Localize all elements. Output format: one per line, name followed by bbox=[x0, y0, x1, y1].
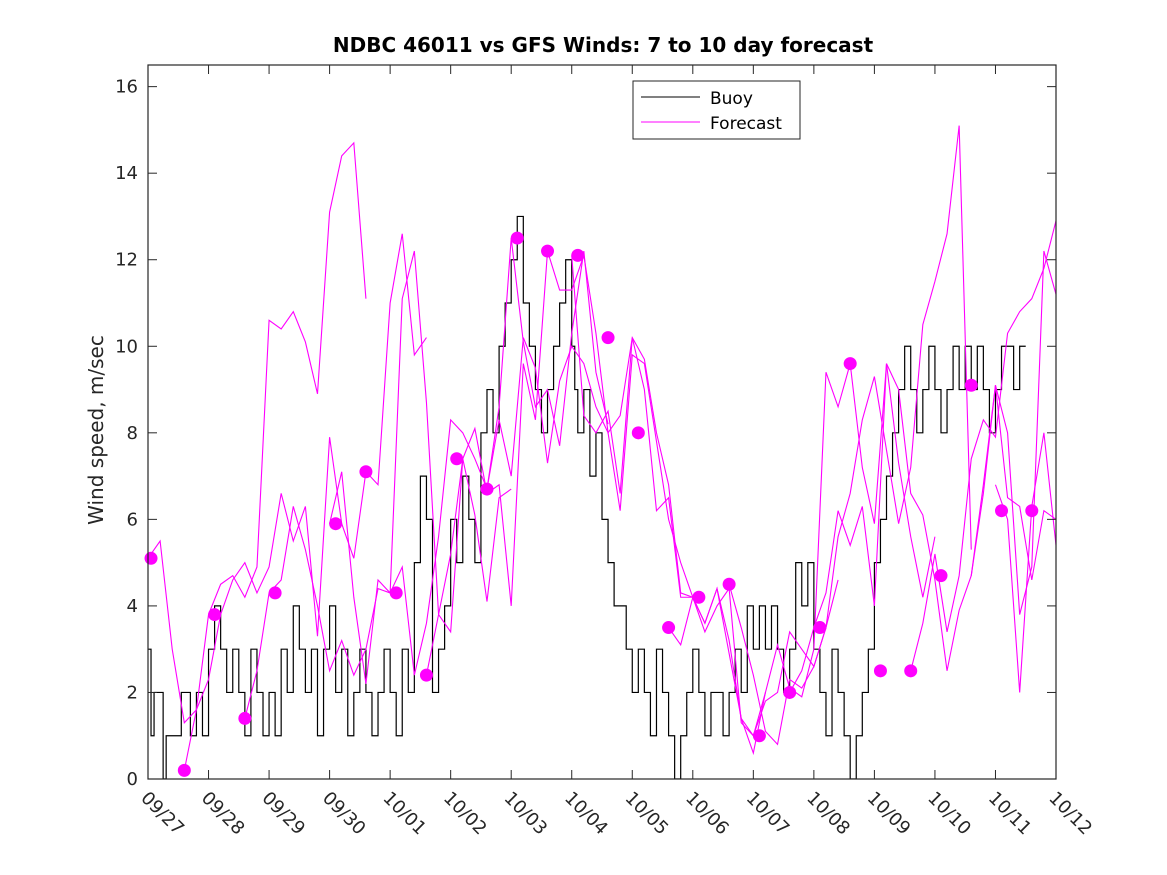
forecast-marker bbox=[843, 357, 857, 371]
y-axis: 0 2 4 6 8 10 12 14 16 bbox=[115, 77, 1056, 790]
y-tick-label: 14 bbox=[115, 163, 138, 184]
forecast-line-3 bbox=[329, 238, 609, 684]
forecast-marker bbox=[480, 482, 494, 496]
y-tick-label: 10 bbox=[115, 336, 138, 357]
axes-box bbox=[147, 64, 1057, 780]
forecast-marker bbox=[752, 729, 766, 743]
y-tick-label: 12 bbox=[115, 250, 138, 271]
series-layer bbox=[148, 125, 1056, 779]
forecast-line-7 bbox=[668, 363, 936, 737]
forecast-marker bbox=[964, 378, 978, 392]
forecast-marker bbox=[934, 569, 948, 583]
forecast-marker bbox=[1025, 504, 1039, 518]
y-tick-label: 0 bbox=[127, 769, 138, 790]
forecast-marker bbox=[571, 248, 585, 262]
forecast-marker bbox=[419, 668, 433, 682]
forecast-marker bbox=[541, 244, 555, 258]
chart-title: NDBC 46011 vs GFS Winds: 7 to 10 day for… bbox=[333, 33, 874, 57]
forecast-marker bbox=[722, 577, 736, 591]
y-tick-label: 2 bbox=[127, 682, 138, 703]
forecast-line-8 bbox=[728, 125, 972, 746]
forecast-line-6 bbox=[571, 255, 839, 737]
forecast-marker bbox=[208, 608, 222, 622]
forecast-marker bbox=[662, 621, 676, 635]
forecast-marker bbox=[510, 231, 524, 245]
buoy-line bbox=[148, 215, 1026, 779]
forecast-line-11 bbox=[970, 250, 1056, 615]
forecast-marker bbox=[995, 504, 1009, 518]
forecast-marker bbox=[904, 664, 918, 678]
forecast-marker bbox=[813, 621, 827, 635]
forecast-line-10 bbox=[910, 220, 1056, 671]
forecast-marker bbox=[389, 586, 403, 600]
forecast-marker bbox=[450, 452, 464, 466]
forecast-line-1 bbox=[183, 233, 427, 771]
y-tick-label: 6 bbox=[127, 509, 138, 530]
forecast-marker bbox=[359, 465, 373, 479]
marker-layer bbox=[144, 231, 1039, 777]
y-tick-label: 16 bbox=[115, 77, 138, 98]
forecast-marker bbox=[692, 590, 706, 604]
legend-forecast-label: Forecast bbox=[710, 114, 782, 134]
y-tick-label: 4 bbox=[127, 596, 138, 617]
forecast-marker bbox=[783, 685, 797, 699]
y-axis-label: Wind speed, m/sec bbox=[84, 335, 108, 525]
forecast-marker bbox=[601, 331, 615, 345]
forecast-marker bbox=[873, 664, 887, 678]
forecast-line-0 bbox=[148, 141, 367, 724]
legend-buoy-label: Buoy bbox=[710, 89, 753, 109]
forecast-line-4 bbox=[425, 250, 693, 676]
forecast-marker bbox=[144, 551, 158, 565]
legend: Buoy Forecast bbox=[632, 80, 801, 140]
forecast-marker bbox=[631, 426, 645, 440]
legend-box bbox=[632, 80, 801, 140]
y-tick-label: 8 bbox=[127, 423, 138, 444]
forecast-marker bbox=[268, 586, 282, 600]
forecast-line-2 bbox=[244, 250, 512, 719]
forecast-marker bbox=[238, 711, 252, 725]
forecast-marker bbox=[177, 763, 191, 777]
forecast-marker bbox=[329, 517, 343, 531]
